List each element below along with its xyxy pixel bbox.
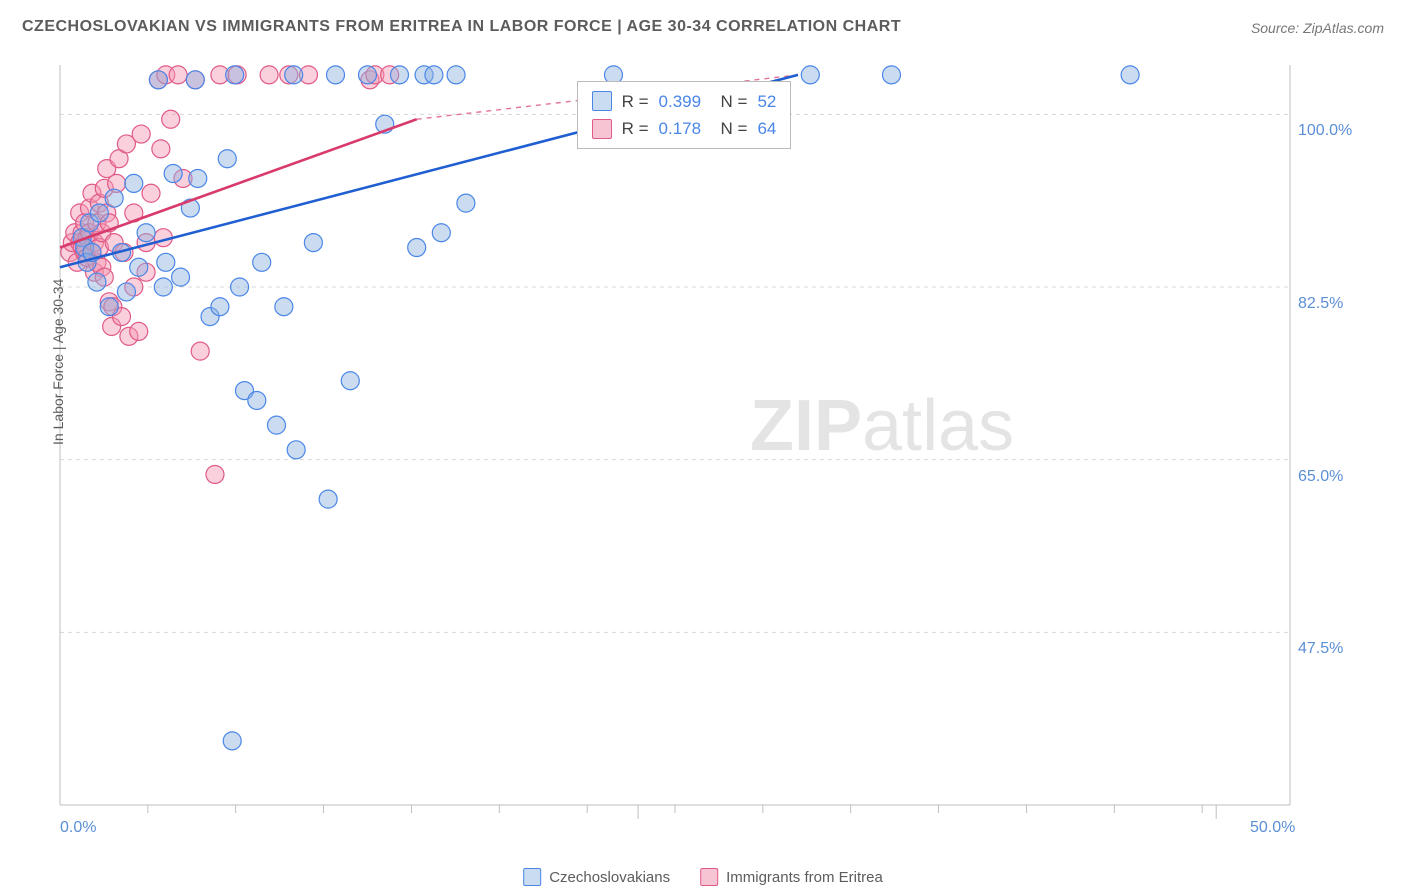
legend-item: Immigrants from Eritrea [700,868,883,886]
legend-swatch [592,91,612,111]
source-attribution: Source: ZipAtlas.com [1251,20,1384,36]
y-tick-label: 100.0% [1298,122,1352,140]
scatter-plot: In Labor Force | Age 30-34 ZIPatlas R = … [50,55,1370,835]
legend-item: Czechoslovakians [523,868,670,886]
correlation-legend: R = 0.399 N = 52R = 0.178 N = 64 [577,81,792,149]
stat-r-label: R = [622,88,649,115]
y-tick-label: 65.0% [1298,468,1343,486]
stat-r-label: R = [622,115,649,142]
x-tick-label: 0.0% [60,819,96,837]
stat-n-value: 52 [757,88,776,115]
chart-title: CZECHOSLOVAKIAN VS IMMIGRANTS FROM ERITR… [22,18,901,36]
stat-r-value: 0.399 [659,88,702,115]
legend-label: Czechoslovakians [549,869,670,886]
y-axis-label: In Labor Force | Age 30-34 [50,279,66,445]
stat-n-label: N = [711,115,747,142]
stat-n-label: N = [711,88,747,115]
stat-n-value: 64 [757,115,776,142]
legend-swatch [523,868,541,886]
legend-bottom: Czechoslovakians Immigrants from Eritrea [523,868,883,886]
plot-svg [50,55,1370,835]
correlation-row: R = 0.178 N = 64 [592,115,777,142]
x-tick-label: 50.0% [1250,819,1295,837]
y-tick-label: 47.5% [1298,640,1343,658]
y-tick-label: 82.5% [1298,295,1343,313]
correlation-row: R = 0.399 N = 52 [592,88,777,115]
legend-swatch [700,868,718,886]
legend-swatch [592,119,612,139]
legend-label: Immigrants from Eritrea [726,869,883,886]
stat-r-value: 0.178 [659,115,702,142]
